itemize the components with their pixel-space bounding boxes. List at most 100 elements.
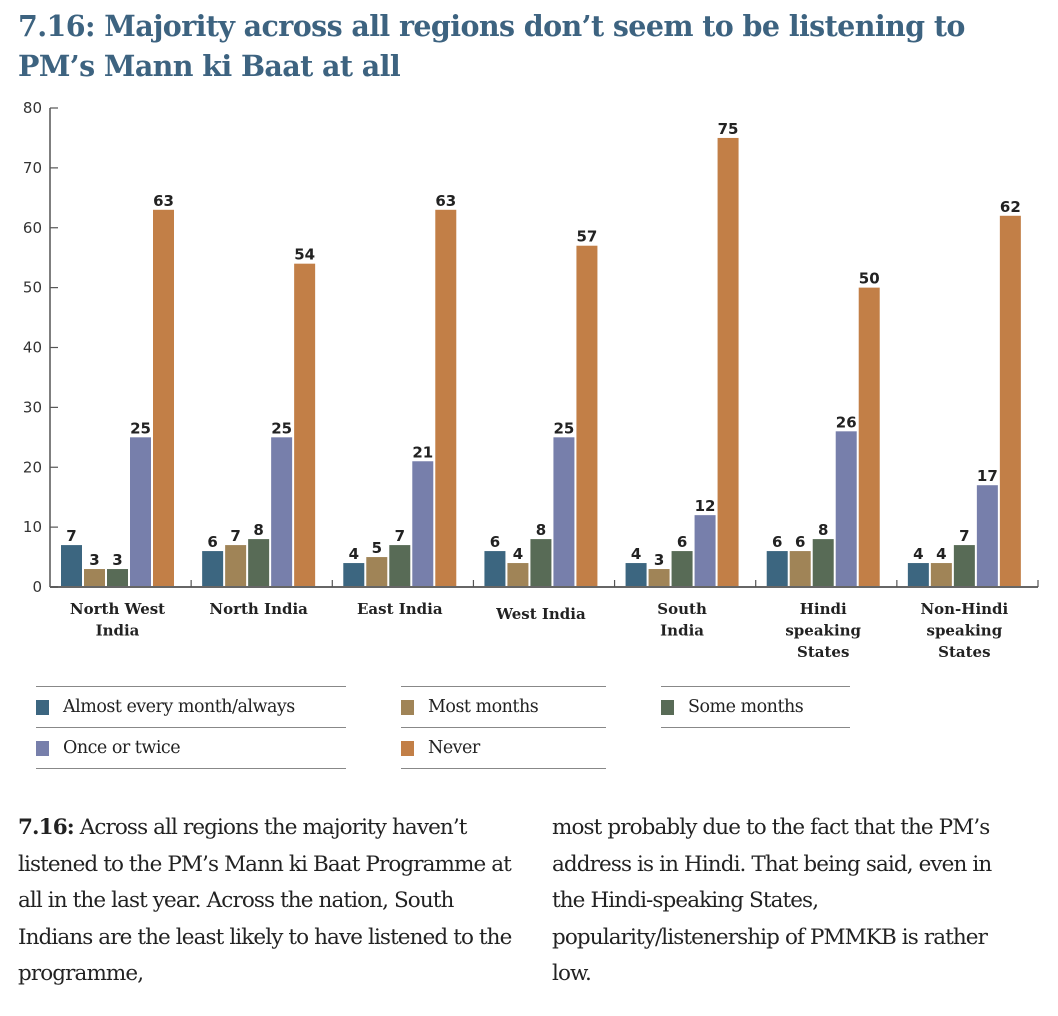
y-tick-label: 60 bbox=[23, 219, 42, 237]
category-label-line: States bbox=[797, 643, 849, 661]
bar bbox=[202, 551, 224, 586]
value-label: 6 bbox=[772, 533, 782, 551]
bar bbox=[576, 245, 598, 586]
value-label: 4 bbox=[513, 545, 523, 563]
category-labels: North West India North India East India West… bbox=[70, 600, 1009, 661]
bar bbox=[389, 545, 411, 586]
y-tick-label: 30 bbox=[23, 398, 42, 416]
legend-item-once-or-twice: Once or twice bbox=[36, 727, 346, 769]
bar bbox=[366, 557, 388, 586]
y-tick-label: 80 bbox=[23, 99, 42, 117]
legend-label: Once or twice bbox=[63, 738, 181, 758]
bar bbox=[553, 437, 575, 586]
value-label: 50 bbox=[859, 270, 880, 288]
bar bbox=[976, 485, 998, 586]
value-label: 4 bbox=[936, 545, 946, 563]
y-tick-label: 10 bbox=[23, 518, 42, 536]
legend-item-almost-every-month: Almost every month/always bbox=[36, 686, 346, 727]
category-label-line: South bbox=[657, 600, 707, 618]
y-tick-label: 50 bbox=[23, 279, 42, 297]
value-label: 8 bbox=[536, 521, 546, 539]
legend-swatch bbox=[401, 740, 414, 756]
bar bbox=[766, 551, 788, 586]
bar bbox=[343, 563, 365, 586]
caption-column-1: 7.16: Across all regions the majority ha… bbox=[18, 810, 518, 993]
value-label: 4 bbox=[349, 545, 359, 563]
value-label: 6 bbox=[207, 533, 217, 551]
bar bbox=[999, 215, 1021, 586]
bar bbox=[271, 437, 293, 586]
category-label-line: speaking bbox=[785, 622, 861, 640]
legend-swatch bbox=[401, 699, 414, 715]
value-label: 8 bbox=[818, 521, 828, 539]
value-label: 4 bbox=[631, 545, 641, 563]
legend-swatch bbox=[36, 699, 49, 715]
value-label: 62 bbox=[1000, 198, 1021, 216]
value-label: 7 bbox=[230, 527, 240, 545]
category-label-line: Non-Hindi bbox=[920, 600, 1008, 618]
category-label-line: North West bbox=[70, 600, 165, 618]
value-label: 7 bbox=[395, 527, 405, 545]
value-label: 17 bbox=[977, 467, 998, 485]
bar bbox=[717, 137, 739, 586]
value-label: 6 bbox=[490, 533, 500, 551]
category-label-line: West India bbox=[495, 605, 586, 623]
category-label: Hindi speaking States bbox=[785, 600, 861, 661]
bar bbox=[225, 545, 247, 586]
category-label: West India bbox=[495, 605, 586, 623]
caption-column-2: most probably due to the fact that the P… bbox=[552, 810, 1022, 993]
bar bbox=[435, 209, 457, 586]
bar bbox=[484, 551, 506, 586]
bar bbox=[507, 563, 529, 586]
category-label: North India bbox=[209, 600, 308, 618]
category-label-line: States bbox=[938, 643, 990, 661]
category-label-line: India bbox=[660, 622, 704, 640]
legend-swatch bbox=[36, 740, 49, 756]
legend-label: Almost every month/always bbox=[63, 697, 295, 717]
category-label: Non-Hindi speaking States bbox=[920, 600, 1008, 661]
value-label: 25 bbox=[130, 419, 151, 437]
category-label-line: East India bbox=[357, 600, 443, 618]
y-tick-label: 20 bbox=[23, 458, 42, 476]
category-label-line: India bbox=[96, 622, 140, 640]
bar bbox=[930, 563, 952, 586]
category-label-line: North India bbox=[209, 600, 308, 618]
value-label: 3 bbox=[89, 551, 99, 569]
value-label: 21 bbox=[412, 443, 433, 461]
bar bbox=[907, 563, 929, 586]
legend-label: Some months bbox=[688, 697, 804, 717]
value-label: 8 bbox=[253, 521, 263, 539]
value-label: 3 bbox=[112, 551, 122, 569]
category-label: North West India bbox=[70, 600, 165, 640]
bar bbox=[694, 515, 716, 586]
bar bbox=[412, 461, 434, 586]
bar bbox=[625, 563, 647, 586]
bar bbox=[530, 539, 552, 586]
caption-ref: 7.16: bbox=[18, 815, 75, 840]
value-label: 54 bbox=[294, 246, 315, 264]
value-label: 7 bbox=[959, 527, 969, 545]
value-label: 25 bbox=[553, 419, 574, 437]
value-label: 26 bbox=[836, 413, 857, 431]
bar bbox=[130, 437, 151, 586]
bar bbox=[248, 539, 270, 586]
bar bbox=[789, 551, 811, 586]
value-label: 63 bbox=[435, 192, 456, 210]
value-label: 7 bbox=[66, 527, 76, 545]
bar bbox=[61, 545, 82, 586]
value-label: 57 bbox=[576, 228, 597, 246]
legend-item-some-months: Some months bbox=[661, 686, 850, 728]
bars bbox=[61, 137, 1021, 586]
y-tick-label: 40 bbox=[23, 339, 42, 357]
value-label: 75 bbox=[718, 120, 739, 138]
value-label: 63 bbox=[153, 192, 174, 210]
bar bbox=[107, 569, 128, 586]
bar bbox=[858, 287, 880, 586]
bar bbox=[835, 431, 857, 586]
bar bbox=[953, 545, 975, 586]
value-label: 25 bbox=[271, 419, 292, 437]
bar bbox=[648, 569, 670, 586]
y-tick-label: 0 bbox=[32, 578, 42, 596]
